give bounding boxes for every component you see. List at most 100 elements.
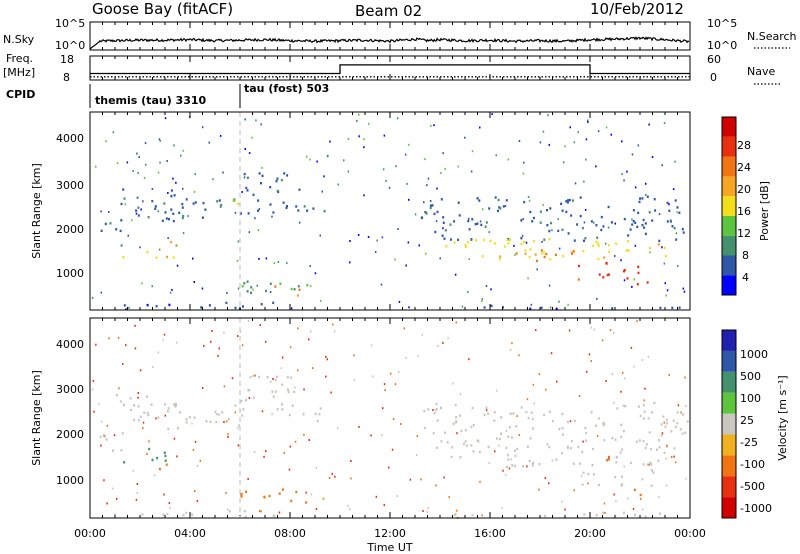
rti-cell (117, 337, 120, 339)
rti-cell (245, 186, 248, 190)
rti-cell (164, 211, 167, 214)
rti-cell (514, 253, 516, 256)
rti-cell (442, 152, 444, 155)
rti-cell (568, 198, 571, 202)
rti-cell (422, 510, 424, 512)
rti-cell (290, 499, 293, 503)
rti-cell (388, 186, 391, 189)
rti-cell (424, 211, 427, 214)
rti-cell (545, 252, 548, 256)
rti-cell (275, 180, 278, 183)
rti-cell (585, 439, 588, 442)
rti-cell (260, 123, 262, 126)
colorbar-swatch (722, 215, 736, 236)
rti-cell (100, 444, 102, 447)
rti-cell (598, 273, 601, 276)
rti-cell (156, 456, 159, 460)
rti-cell (465, 245, 468, 249)
rti-cell (258, 375, 261, 379)
rti-cell (194, 173, 196, 176)
rti-cell (118, 387, 120, 390)
rti-cell (164, 454, 167, 458)
rti-cell (293, 288, 296, 291)
velocity-cbar-tick-100: 100 (740, 392, 761, 405)
rti-cell (142, 427, 144, 430)
rti-cell (455, 416, 458, 419)
rti-cell (500, 416, 503, 419)
rti-cell (627, 234, 630, 237)
rti-cell (331, 472, 333, 475)
rti-cell (595, 224, 598, 227)
rti-cell (137, 206, 140, 209)
power-ytick-2000: 2000 (56, 223, 84, 236)
rti-cell (185, 418, 188, 421)
rti-cell (442, 341, 444, 344)
rti-cell (548, 445, 551, 449)
rti-cell (503, 245, 506, 248)
rti-cell (613, 401, 615, 404)
rti-cell (545, 388, 547, 391)
rti-cell (597, 257, 600, 261)
rti-cell (662, 415, 665, 418)
rti-cell (579, 196, 582, 199)
rti-cell (194, 490, 196, 492)
rti-cell (524, 252, 527, 255)
rti-cell (305, 491, 307, 494)
rti-cell (526, 398, 529, 401)
rti-cell (368, 122, 370, 125)
rti-cell (669, 219, 672, 222)
rti-cell (637, 211, 640, 215)
rti-cell (673, 227, 676, 230)
rti-cell (137, 405, 140, 408)
rti-cell (298, 188, 301, 191)
rti-cell (678, 306, 681, 309)
rti-cell (337, 183, 339, 186)
rti-cell (374, 251, 377, 254)
rti-cell (297, 327, 299, 330)
rti-cell (146, 303, 149, 307)
rti-cell (532, 383, 535, 386)
rti-cell (447, 337, 449, 340)
rti-cell (436, 446, 439, 449)
rti-cell (511, 342, 513, 345)
rti-cell (464, 429, 467, 432)
colorbar-swatch (722, 196, 736, 216)
rti-cell (532, 427, 535, 430)
rti-cell (234, 411, 237, 414)
rti-cell (349, 261, 351, 264)
rti-cell (281, 383, 284, 386)
velocity-panel: 4000 3000 2000 1000 Slant Range [km] 100… (30, 317, 789, 519)
rti-cell (509, 238, 512, 242)
rti-cell (529, 437, 532, 440)
rti-cell (645, 182, 647, 185)
rti-cell (569, 126, 571, 129)
rti-cell (432, 432, 435, 435)
rti-cell (435, 409, 437, 412)
rti-cell (604, 511, 606, 514)
rti-cell (221, 411, 224, 414)
rti-cell (502, 205, 505, 208)
velocity-data (89, 318, 691, 519)
rti-cell (215, 420, 218, 424)
rti-cell (657, 439, 660, 442)
rti-cell (290, 287, 293, 291)
rti-cell (151, 285, 153, 288)
colorbar-swatch (722, 413, 736, 435)
rti-cell (129, 397, 132, 400)
rti-cell (674, 160, 676, 163)
rti-cell (506, 238, 509, 242)
colorbar-frame (721, 329, 737, 519)
rti-cell (270, 381, 272, 383)
rti-cell (180, 154, 182, 157)
rti-cell (155, 417, 157, 420)
rti-cell (622, 371, 624, 374)
rti-cell (272, 395, 275, 398)
rti-cell (275, 375, 278, 378)
rti-cell (245, 490, 248, 493)
rti-cell (551, 459, 554, 462)
rti-cell (260, 510, 262, 513)
rti-cell (614, 476, 617, 479)
rti-cell (216, 413, 218, 416)
rti-cell (620, 475, 623, 478)
rti-cell (646, 281, 649, 284)
